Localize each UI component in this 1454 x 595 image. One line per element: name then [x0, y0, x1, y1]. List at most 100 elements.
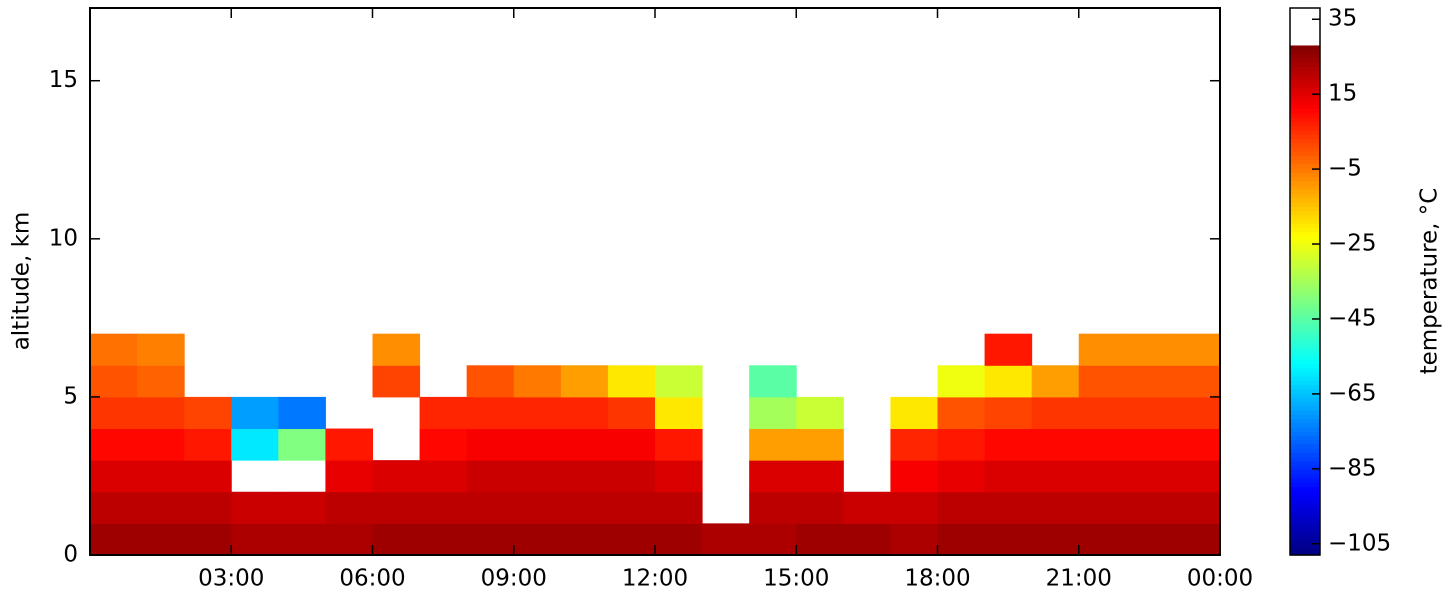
- heatmap-cell: [1172, 460, 1221, 493]
- heatmap-cell: [513, 523, 562, 556]
- heatmap-cell: [796, 523, 844, 556]
- colorbar-swatch: [1290, 130, 1320, 136]
- colorbar-swatch: [1290, 550, 1320, 556]
- colorbar-swatch: [1290, 109, 1320, 115]
- heatmap-cell: [1172, 523, 1221, 556]
- colorbar-swatch: [1290, 376, 1320, 382]
- colorbar-swatch: [1290, 66, 1320, 72]
- colorbar-swatch: [1290, 49, 1320, 55]
- colorbar-swatch: [1290, 228, 1320, 233]
- colorbar-swatch: [1290, 253, 1320, 259]
- colorbar-swatch: [1290, 474, 1320, 480]
- colorbar-swatch: [1290, 215, 1320, 221]
- colorbar-swatch: [1290, 262, 1320, 267]
- heatmap-cell: [1172, 428, 1221, 461]
- colorbar-swatch: [1290, 389, 1320, 395]
- colorbar-swatch: [1290, 58, 1320, 64]
- colorbar-swatch: [1290, 495, 1320, 501]
- y-tick-label: 5: [63, 383, 78, 409]
- heatmap-cell: [1125, 523, 1174, 556]
- colorbar-swatch: [1290, 202, 1320, 208]
- colorbar-swatch: [1290, 542, 1320, 548]
- colorbar-swatch: [1290, 295, 1320, 301]
- heatmap-cell: [749, 396, 797, 430]
- colorbar-swatch: [1290, 427, 1320, 433]
- colorbar-swatch: [1290, 406, 1320, 412]
- colorbar-swatch: [1290, 249, 1320, 255]
- heatmap-cell: [1078, 365, 1127, 398]
- y-tick-label: 15: [49, 67, 78, 93]
- colorbar-swatch: [1290, 75, 1320, 81]
- colorbar-swatch: [1290, 211, 1320, 216]
- colorbar-swatch: [1290, 338, 1320, 344]
- colorbar-swatch: [1290, 402, 1320, 407]
- heatmap-cell: [890, 460, 938, 493]
- heatmap-cell: [749, 460, 797, 493]
- heatmap-cell: [466, 428, 515, 461]
- heatmap-cell: [655, 428, 703, 461]
- heatmap-cell: [560, 491, 609, 524]
- heatmap-cell: [231, 523, 279, 556]
- heatmap-cell: [137, 396, 185, 430]
- colorbar-tick-label: −65: [1328, 380, 1377, 406]
- heatmap-cell: [560, 365, 609, 398]
- colorbar-swatch: [1290, 172, 1320, 178]
- heatmap-cell: [278, 428, 326, 461]
- colorbar-swatch: [1290, 385, 1320, 391]
- heatmap-cell: [1172, 333, 1221, 366]
- heatmap-cell: [607, 491, 656, 524]
- x-tick-label: 12:00: [622, 566, 688, 592]
- colorbar-swatch: [1290, 96, 1320, 102]
- heatmap-cell: [137, 333, 185, 366]
- colorbar-swatch: [1290, 177, 1320, 182]
- colorbar-swatch: [1290, 185, 1320, 191]
- colorbar-swatch: [1290, 546, 1320, 552]
- heatmap-cell: [1078, 428, 1127, 461]
- heatmap-cell: [560, 396, 609, 430]
- colorbar-swatch: [1290, 83, 1320, 89]
- heatmap-cell: [372, 333, 421, 366]
- heatmap-cell: [843, 491, 891, 524]
- colorbar-swatch: [1290, 342, 1320, 348]
- colorbar-swatch: [1290, 113, 1320, 119]
- heatmap-cell: [513, 491, 562, 524]
- heatmap-cell: [1031, 396, 1080, 430]
- heatmap-cell: [231, 491, 279, 524]
- heatmap-cell: [937, 428, 986, 461]
- heatmap-cell: [466, 365, 515, 398]
- heatmap-cell: [1125, 428, 1174, 461]
- colorbar-swatch: [1290, 414, 1320, 420]
- colorbar-swatch: [1290, 270, 1320, 276]
- heatmap-cell: [984, 491, 1033, 524]
- colorbar-swatch: [1290, 457, 1320, 463]
- colorbar-swatch: [1290, 232, 1320, 238]
- colorbar-swatch: [1290, 512, 1320, 518]
- colorbar-swatch: [1290, 240, 1320, 246]
- colorbar-tick-label: −25: [1328, 231, 1377, 257]
- heatmap-cell: [419, 523, 468, 556]
- colorbar-swatch: [1290, 308, 1320, 314]
- colorbar-swatch: [1290, 397, 1320, 403]
- heatmap-cell: [466, 396, 515, 430]
- colorbar-tick-label: −5: [1328, 156, 1362, 182]
- heatmap-cell: [1031, 365, 1080, 398]
- y-axis-label: altitude, km: [9, 212, 35, 351]
- heatmap-cell: [796, 491, 844, 524]
- heatmap-cell: [890, 523, 938, 556]
- colorbar-swatch: [1290, 143, 1320, 148]
- colorbar-swatch: [1290, 359, 1320, 365]
- colorbar-swatch: [1290, 189, 1320, 195]
- heatmap-cell: [749, 365, 797, 398]
- colorbar-swatch: [1290, 317, 1320, 323]
- colorbar-swatch: [1290, 334, 1320, 340]
- heatmap-cell: [655, 365, 703, 398]
- heatmap-cell: [984, 523, 1033, 556]
- heatmap-cell: [1125, 460, 1174, 493]
- heatmap-cell: [325, 460, 373, 493]
- heatmap-cell: [843, 523, 891, 556]
- colorbar-swatch: [1290, 431, 1320, 437]
- heatmap-cell: [796, 396, 844, 430]
- heatmap-cell: [184, 428, 232, 461]
- heatmap-cell: [419, 428, 468, 461]
- x-tick-label: 03:00: [198, 566, 264, 592]
